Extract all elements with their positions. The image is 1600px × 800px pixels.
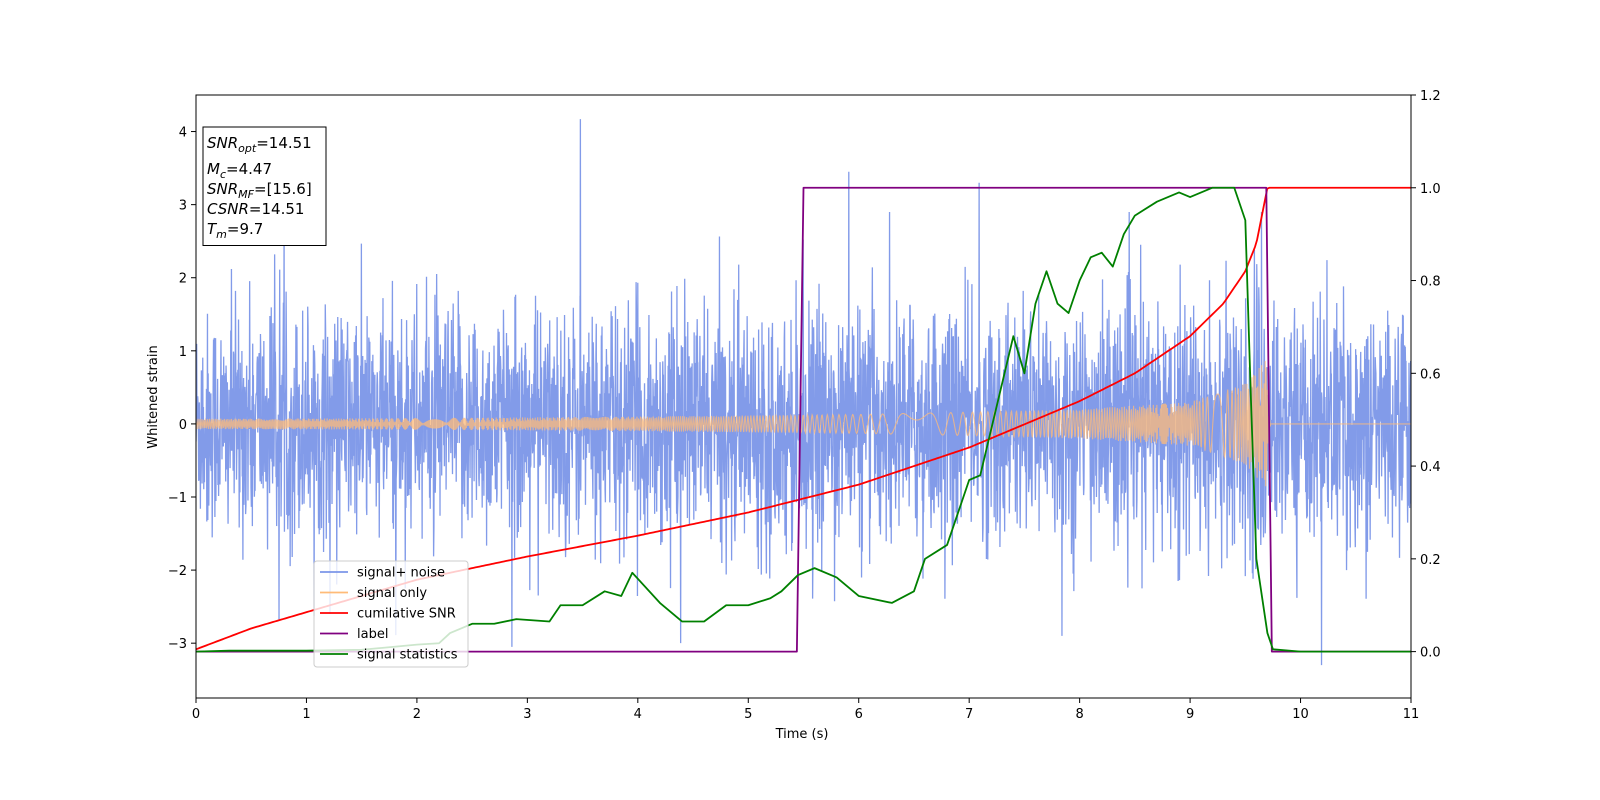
y-axis-right: 0.0 0.2 0.4 0.6 0.8 1.0 1.2: [1411, 89, 1441, 661]
y-right-tick-label: 1.0: [1420, 182, 1441, 197]
x-tick-label: 7: [965, 707, 973, 722]
annotation-line: SNRMF=[15.6]: [207, 180, 312, 201]
series-signal-statistics: [196, 186, 1411, 653]
x-axis: 0 1 2 3 4 5 6 7 8 9 10 11: [192, 698, 1419, 722]
y-right-tick-label: 0.6: [1420, 367, 1441, 382]
x-axis-label: Time (s): [775, 727, 829, 742]
x-tick-label: 0: [192, 707, 200, 722]
x-tick-label: 5: [744, 707, 752, 722]
y-left-tick-label: −3: [168, 637, 187, 652]
x-tick-label: 9: [1186, 707, 1194, 722]
y-right-tick-label: 0.4: [1420, 460, 1441, 475]
annotation-line: Tm=9.7: [207, 220, 263, 241]
y-axis-label: Whitened strain: [146, 345, 161, 448]
annotation-line: Mc=4.47: [207, 160, 272, 181]
plot-frame: [195, 94, 1412, 699]
y-right-tick-label: 0.2: [1420, 553, 1441, 568]
y-left-tick-label: −2: [168, 564, 187, 579]
series-signal-noise: [196, 119, 1411, 666]
y-left-tick-label: 2: [179, 272, 187, 287]
legend-frame: [313, 560, 469, 668]
y-left-tick-label: 3: [179, 199, 187, 214]
x-tick-label: 10: [1292, 707, 1309, 722]
y-right-tick-label: 1.2: [1420, 89, 1441, 104]
annotation-box: SNRopt=14.51 Mc=4.47SNRMF=[15.6]CSNR=14.5…: [202, 126, 327, 246]
x-tick-label: 2: [413, 707, 421, 722]
series-signal-only: [196, 361, 1411, 487]
x-tick-label: 8: [1075, 707, 1083, 722]
y-left-tick-label: −1: [168, 491, 187, 506]
y-right-tick-label: 0.8: [1420, 275, 1441, 290]
x-tick-label: 4: [634, 707, 642, 722]
x-tick-label: 1: [302, 707, 310, 722]
legend-entry: signal+ noise: [357, 566, 445, 581]
x-tick-label: 6: [855, 707, 863, 722]
legend-entry: signal statistics: [357, 648, 458, 663]
legend-entry: cumilative SNR: [357, 607, 456, 622]
series-layer: [196, 119, 1411, 666]
legend-entry: label: [357, 627, 388, 642]
x-tick-label: 11: [1403, 707, 1420, 722]
legend-entry: signal only: [357, 586, 427, 601]
annotation-line: CSNR=14.51: [207, 200, 304, 218]
x-tick-label: 3: [523, 707, 531, 722]
annotation-frame: [202, 126, 327, 246]
annotation-line: SNRopt=14.51: [207, 134, 312, 155]
y-left-tick-label: 0: [179, 418, 187, 433]
legend: signal+ noise signal only cumilative SNR la…: [313, 560, 469, 668]
y-axis-left: −3 −2 −1 0 1 2 3 4: [168, 126, 196, 652]
y-right-tick-label: 0.0: [1420, 646, 1441, 661]
y-left-tick-label: 1: [179, 345, 187, 360]
y-left-tick-label: 4: [179, 126, 187, 141]
